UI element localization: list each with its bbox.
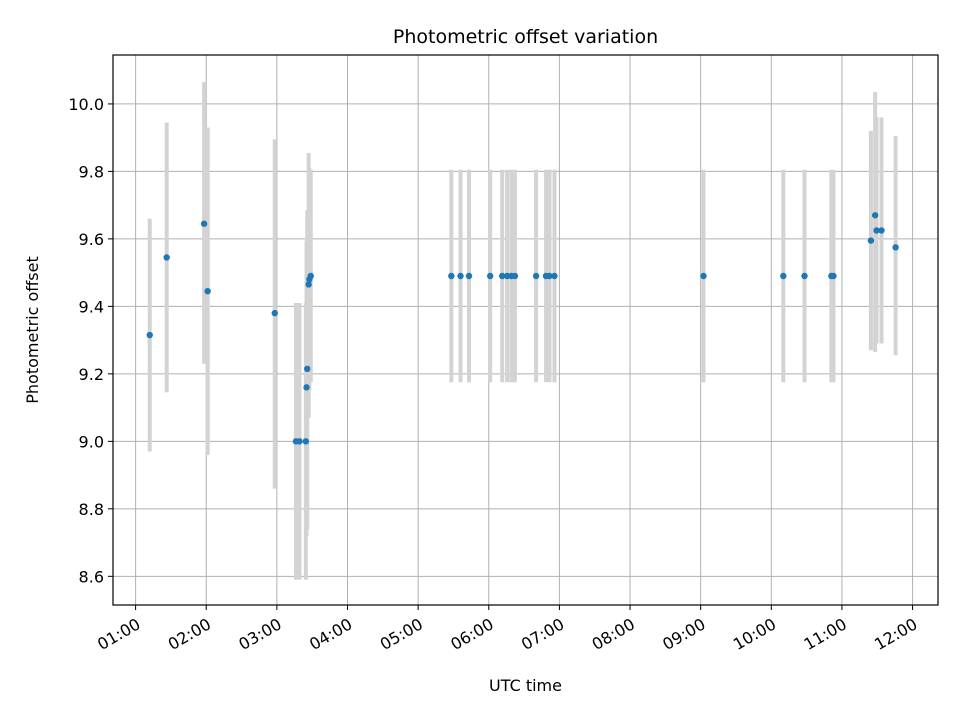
y-tick-label: 9.4 [79,297,104,316]
data-point [780,272,787,280]
data-point [304,365,311,373]
data-point [302,438,310,445]
data-point [892,244,899,251]
data-point [163,254,170,261]
y-tick-label: 9.2 [79,365,104,384]
data-point [878,227,885,234]
data-point [871,212,879,219]
data-point [200,220,208,227]
data-point [296,438,303,445]
data-points [146,212,899,445]
data-point [305,281,312,288]
data-point [551,272,558,280]
data-point [830,272,837,280]
y-tick-label: 10.0 [68,95,104,114]
data-point [465,272,473,280]
axis-ticks [108,103,914,610]
y-tick-label: 9.6 [79,230,104,249]
data-point [801,272,808,280]
data-point [511,272,519,280]
data-point [546,272,553,280]
y-tick-label: 9.0 [79,432,104,451]
data-point [873,227,880,234]
data-point [271,309,278,317]
data-point [303,384,310,391]
data-point [498,272,506,280]
y-tick-label: 9.8 [79,162,104,181]
chart-title: Photometric offset variation [393,26,658,48]
y-tick-label: 8.8 [79,500,104,519]
data-point [146,331,153,339]
y-tick-label: 8.6 [79,567,104,586]
data-point [307,272,314,280]
y-axis-title: Photometric offset [23,256,42,404]
data-point [532,272,540,280]
x-axis-title: UTC time [489,676,562,695]
data-point [204,287,211,295]
data-point [448,272,455,280]
grid [113,55,938,605]
data-point [457,272,464,280]
data-point [486,272,494,280]
data-point [867,237,875,244]
plot-frame [112,54,939,606]
data-point [700,272,707,280]
y-tick-labels: 8.6 8.8 9.0 9.2 9.4 9.6 9.8 10.0 [68,95,104,586]
